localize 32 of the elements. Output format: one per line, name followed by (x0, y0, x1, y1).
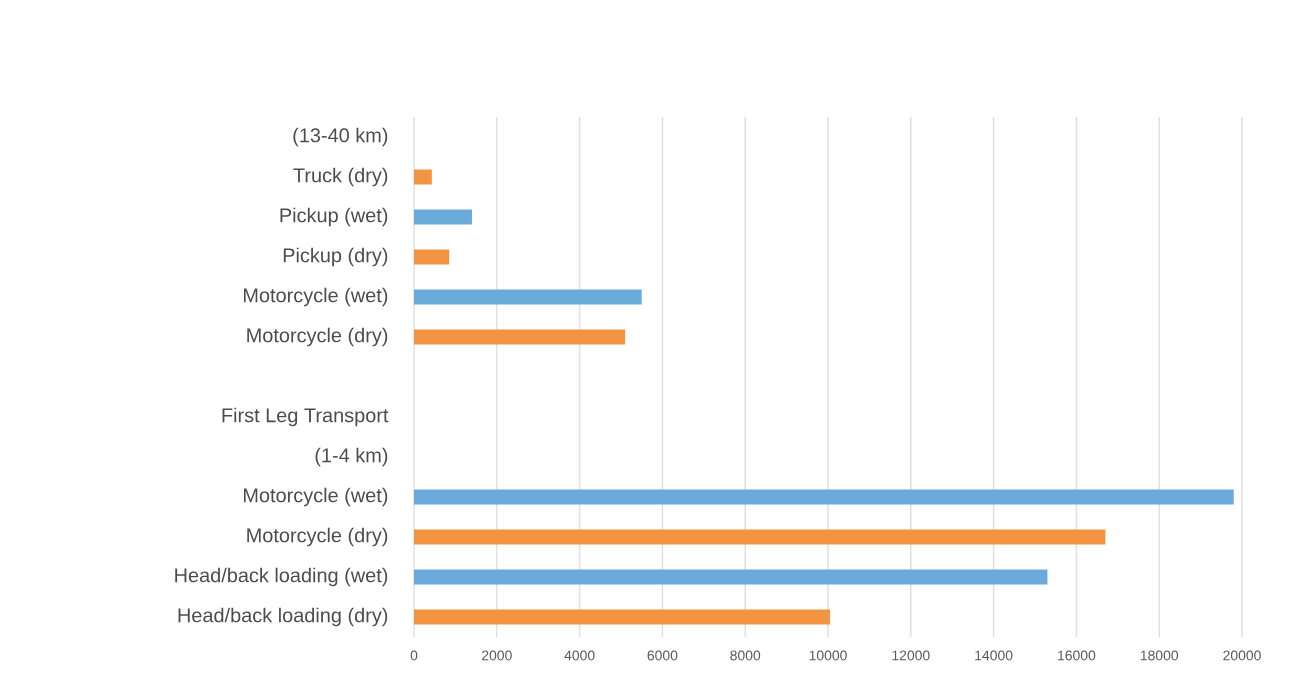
y-tick-label: Motorcycle (dry) (247, 527, 388, 547)
bar (414, 489, 1234, 505)
bar (414, 569, 1048, 585)
x-tick-label: 2000 (482, 650, 512, 661)
y-tick-label: Head/back loading (dry) (178, 607, 388, 627)
y-tick-label: Motorcycle (dry) (247, 327, 388, 347)
y-tick-label: Truck (dry) (293, 167, 388, 187)
y-tick-label: Pickup (wet) (280, 207, 388, 227)
y-tick-label: Pickup (dry) (283, 247, 388, 267)
bar (414, 609, 831, 625)
y-tick-label: First Leg Transport (222, 407, 389, 427)
bar (414, 249, 450, 265)
y-tick-label: Motorcycle (wet) (243, 487, 388, 507)
bar (414, 329, 626, 345)
x-tick-label: 8000 (730, 650, 761, 661)
y-tick-label: (1-4 km) (315, 447, 388, 467)
x-tick-label: 10000 (809, 650, 847, 661)
y-tick-label: Head/back loading (wet) (175, 567, 388, 587)
x-tick-label: 18000 (1140, 650, 1179, 661)
x-tick-label: 14000 (975, 650, 1013, 661)
bar (414, 209, 472, 225)
y-tick-label: (13-40 km) (293, 127, 388, 147)
x-tick-label: 12000 (892, 650, 930, 661)
bar (414, 289, 642, 305)
bar (414, 169, 432, 185)
x-tick-label: 16000 (1058, 650, 1096, 661)
x-tick-label: 4000 (564, 650, 595, 661)
y-tick-label: Motorcycle (wet) (243, 287, 388, 307)
x-tick-label: 20000 (1223, 650, 1261, 661)
x-tick-label: 0 (410, 650, 418, 661)
bar (414, 529, 1106, 545)
x-tick-label: 6000 (647, 650, 678, 661)
